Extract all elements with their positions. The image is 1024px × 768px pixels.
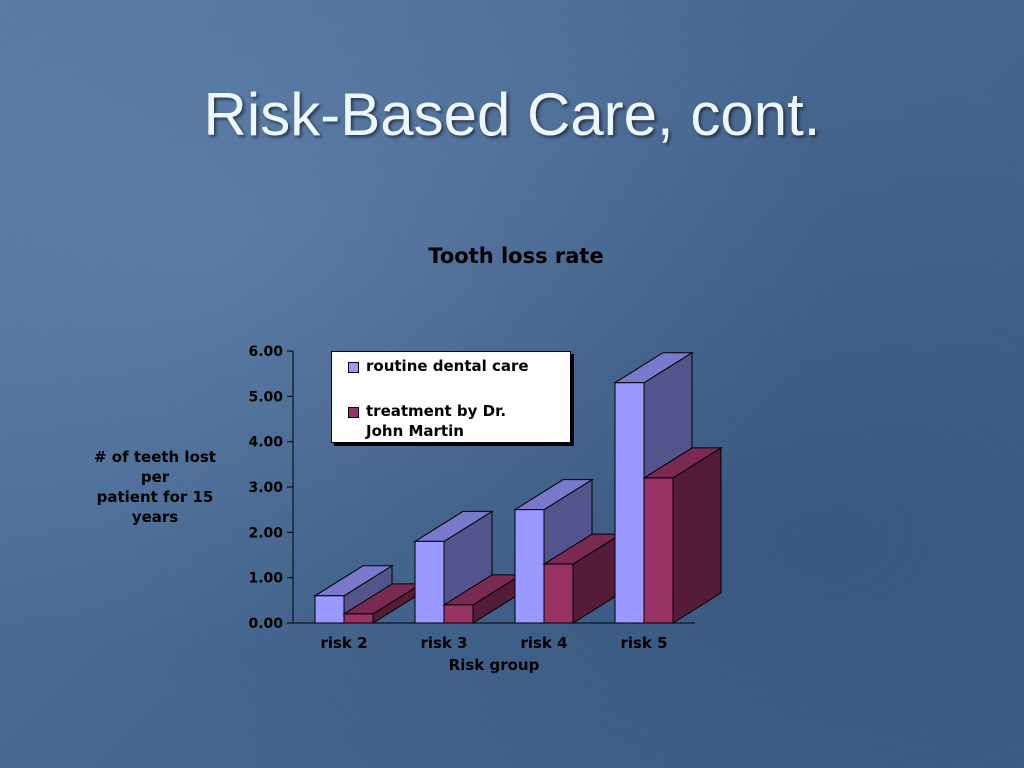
bar-series-0 <box>314 595 345 624</box>
legend-label-routine: routine dental care <box>366 357 529 375</box>
x-axis-label: Risk group <box>448 656 540 674</box>
chart-title: Tooth loss rate <box>428 244 604 268</box>
bar-series-1 <box>643 477 674 624</box>
bar-series-0 <box>614 382 645 624</box>
y-tick-label: 5.00 <box>248 389 283 405</box>
legend-item-treatment: treatment by Dr. <box>348 401 566 421</box>
x-tick-label: risk 5 <box>620 634 667 652</box>
legend-item-routine: routine dental care <box>348 356 566 376</box>
y-tick-label: 2.00 <box>248 525 283 541</box>
chart-legend: routine dental care treatment by Dr. Joh… <box>331 351 571 443</box>
bar-side-series-1 <box>672 447 722 624</box>
y-tick-label: 1.00 <box>248 571 283 587</box>
x-tick-label: risk 2 <box>320 634 367 652</box>
y-axis-label-line: # of teeth lost <box>94 448 216 466</box>
bar-series-1 <box>543 563 574 624</box>
legend-swatch-treatment <box>348 407 359 418</box>
legend-label-treatment-line1: treatment by Dr. <box>366 402 507 420</box>
bar-series-0 <box>514 509 545 624</box>
legend-label-treatment-line2: John Martin <box>366 422 464 440</box>
bar-series-0 <box>414 540 445 624</box>
x-tick-label: risk 3 <box>420 634 467 652</box>
bar-series-1 <box>343 613 374 624</box>
y-tick-label: 4.00 <box>248 435 283 451</box>
y-axis-label-line: per <box>140 468 170 486</box>
y-axis-label-line: patient for 15 <box>96 488 214 506</box>
slide-title: Risk-Based Care, cont. <box>203 81 821 148</box>
legend-item-treatment-cont: John Martin <box>348 421 566 441</box>
y-tick-label: 3.00 <box>248 480 283 496</box>
y-axis-label: # of teeth lost per patient for 15 years <box>80 447 230 527</box>
y-tick-label: 6.00 <box>248 344 283 360</box>
legend-swatch-routine <box>348 362 359 373</box>
y-axis-label-line: years <box>131 508 179 526</box>
y-tick-label: 0.00 <box>248 616 283 632</box>
bar-series-1 <box>443 604 474 624</box>
x-tick-label: risk 4 <box>520 634 567 652</box>
